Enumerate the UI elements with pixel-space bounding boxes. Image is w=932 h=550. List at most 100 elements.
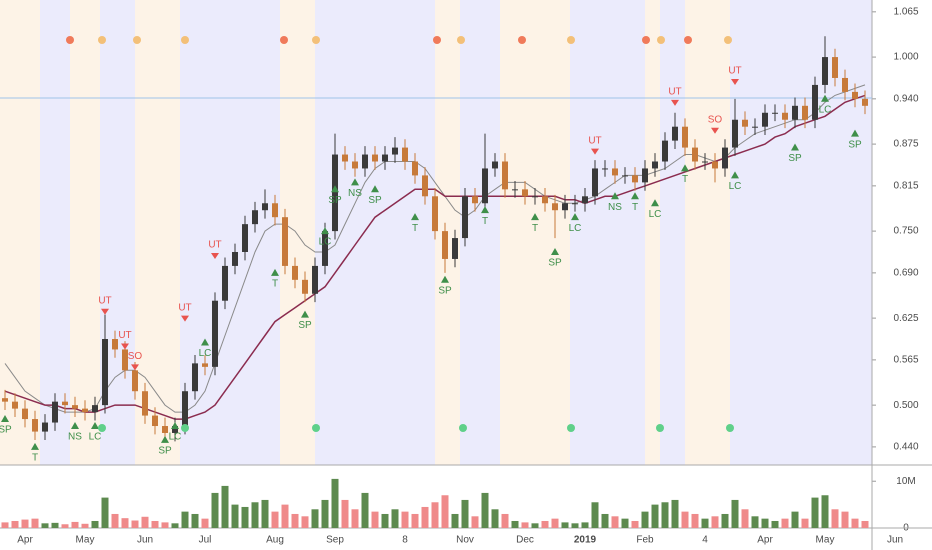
volume-bar — [281, 504, 289, 528]
volume-bar — [791, 511, 799, 528]
volume-bar — [51, 522, 59, 528]
candle-body — [562, 203, 568, 211]
candle-body — [622, 175, 628, 177]
candle-body — [812, 84, 818, 120]
candle-body — [632, 175, 638, 183]
candle-body — [12, 401, 18, 409]
candle-body — [702, 161, 708, 163]
session-marker — [567, 36, 575, 44]
annotation: UT — [208, 240, 221, 251]
volume-bar — [531, 523, 539, 528]
volume-bar — [681, 511, 689, 528]
candle-body — [682, 126, 688, 148]
y-tick-label: 0.750 — [893, 226, 918, 237]
x-tick-label: 4 — [702, 535, 708, 546]
volume-bar — [601, 513, 609, 528]
candle-body — [642, 168, 648, 183]
volume-bar — [811, 497, 819, 528]
signal-marker — [681, 164, 689, 172]
candle-body — [222, 265, 228, 301]
volume-bar — [311, 509, 319, 528]
annotation: UT — [668, 87, 681, 98]
signal-marker — [1, 415, 9, 423]
volume-bar — [331, 478, 339, 528]
signal-marker — [791, 143, 799, 151]
signal-marker — [71, 421, 79, 429]
x-tick-label: Jul — [199, 535, 212, 546]
candle-body — [832, 57, 838, 78]
volume-bar — [381, 513, 389, 528]
candle-body — [102, 339, 108, 406]
candle-body — [142, 391, 148, 416]
volume-bar — [751, 516, 759, 528]
x-tick-label: Aug — [266, 535, 284, 546]
candle-body — [152, 415, 158, 427]
band — [660, 0, 685, 465]
volume-bar — [321, 499, 329, 528]
session-marker — [726, 424, 734, 432]
candle-body — [662, 140, 668, 162]
candle-body — [542, 196, 548, 204]
signal-marker — [331, 185, 339, 193]
volume-bar — [511, 520, 519, 528]
candle-body — [582, 196, 588, 204]
signal-marker — [441, 275, 449, 283]
candle-body — [452, 238, 458, 259]
volume-bar — [721, 513, 729, 528]
annotation: T — [272, 278, 278, 289]
candle-body — [322, 231, 328, 266]
session-marker — [312, 36, 320, 44]
candle-body — [252, 210, 258, 225]
annotation: T — [32, 453, 38, 464]
annotation: SP — [548, 258, 562, 269]
volume-bar — [171, 523, 179, 528]
volume-bar — [521, 522, 529, 528]
band — [570, 0, 645, 465]
volume-bar — [151, 520, 159, 528]
volume-bar — [21, 519, 29, 528]
volume-bar — [491, 509, 499, 528]
volume-bar — [341, 499, 349, 528]
candle-body — [532, 196, 538, 198]
candle-body — [652, 161, 658, 169]
signal-marker — [271, 268, 279, 276]
annotation: UT — [728, 66, 741, 77]
volume-bar — [31, 518, 39, 528]
session-marker — [656, 424, 664, 432]
volume-bar — [401, 511, 409, 528]
volume-bar — [731, 499, 739, 528]
signal-marker — [671, 99, 679, 106]
candle-body — [392, 147, 398, 155]
volume-bar — [851, 518, 859, 528]
candle-body — [32, 419, 38, 432]
signal-marker — [91, 421, 99, 429]
y-tick-label: 0.500 — [893, 400, 918, 411]
annotation: NS — [68, 432, 82, 443]
volume-bar — [701, 518, 709, 528]
y-tick-label: 1.065 — [893, 6, 918, 17]
candle-body — [232, 251, 238, 266]
y-tick-label: 0.690 — [893, 268, 918, 279]
session-marker — [684, 36, 692, 44]
session-marker — [657, 36, 665, 44]
candle-body — [302, 279, 308, 294]
volume-bar — [641, 511, 649, 528]
candle-body — [842, 77, 848, 92]
signal-marker — [611, 192, 619, 200]
volume-bar — [411, 513, 419, 528]
candle-body — [482, 168, 488, 204]
x-tick-label: Jun — [137, 535, 153, 546]
candle-body — [522, 189, 528, 197]
volume-bar — [481, 492, 489, 528]
band — [40, 0, 70, 465]
x-tick-label: Jun — [887, 535, 903, 546]
volume-bar — [301, 516, 309, 528]
x-tick-label: Sep — [326, 535, 344, 546]
signal-marker — [321, 227, 329, 235]
signal-marker — [821, 94, 829, 102]
candle-body — [82, 408, 88, 413]
y-tick-label: 0.940 — [893, 93, 918, 104]
y-tick-label: 0.625 — [893, 313, 918, 324]
candle-body — [282, 217, 288, 266]
signal-marker — [711, 127, 719, 134]
